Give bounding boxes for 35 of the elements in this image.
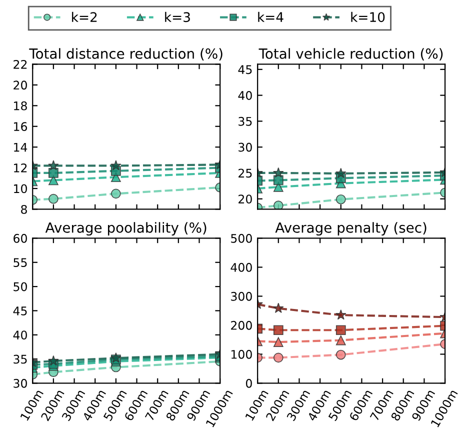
y-tick-label: 60 <box>14 234 27 243</box>
y-tick-label: 0 <box>246 378 252 388</box>
y-tick-label: 20 <box>14 80 27 90</box>
chart-title: Total vehicle reduction (%) <box>258 48 443 61</box>
y-tick-label: 10 <box>14 184 27 194</box>
legend-label: k=3 <box>165 12 190 22</box>
y-tick-label: 100 <box>231 350 252 359</box>
y-tick-label: 40 <box>13 330 27 340</box>
y-tick-label: 14 <box>14 142 28 152</box>
y-tick-label: 400 <box>230 262 252 272</box>
chart-title: Average penalty (sec) <box>275 222 426 236</box>
y-tick-label: 45 <box>238 65 252 74</box>
y-tick-label: 35 <box>238 116 252 126</box>
y-tick-label: 18 <box>14 101 27 110</box>
legend-label: k=4 <box>258 12 284 22</box>
y-tick-label: 40 <box>238 91 252 100</box>
y-tick-label: 8 <box>21 204 27 214</box>
y-tick-label: 35 <box>14 354 27 364</box>
y-tick-label: 55 <box>14 258 27 268</box>
y-tick-label: 300 <box>231 292 252 301</box>
chart-title: Average poolability (%) <box>45 222 206 236</box>
y-tick-label: 12 <box>14 164 27 172</box>
y-tick-label: 200 <box>231 320 252 330</box>
y-tick-label: 22 <box>14 60 27 69</box>
y-tick-label: 500 <box>231 234 252 243</box>
legend-label: k=10 <box>351 12 385 22</box>
y-tick-label: 20 <box>238 194 252 204</box>
y-tick-label: 30 <box>238 142 252 152</box>
y-tick-label: 25 <box>238 168 252 178</box>
y-tick-label: 45 <box>13 306 27 316</box>
chart-title: Total distance reduction (%) <box>29 48 222 61</box>
y-tick-label: 50 <box>14 282 27 292</box>
legend-label: k=2 <box>72 12 97 22</box>
y-tick-label: 16 <box>14 122 28 132</box>
y-tick-label: 30 <box>14 378 27 388</box>
